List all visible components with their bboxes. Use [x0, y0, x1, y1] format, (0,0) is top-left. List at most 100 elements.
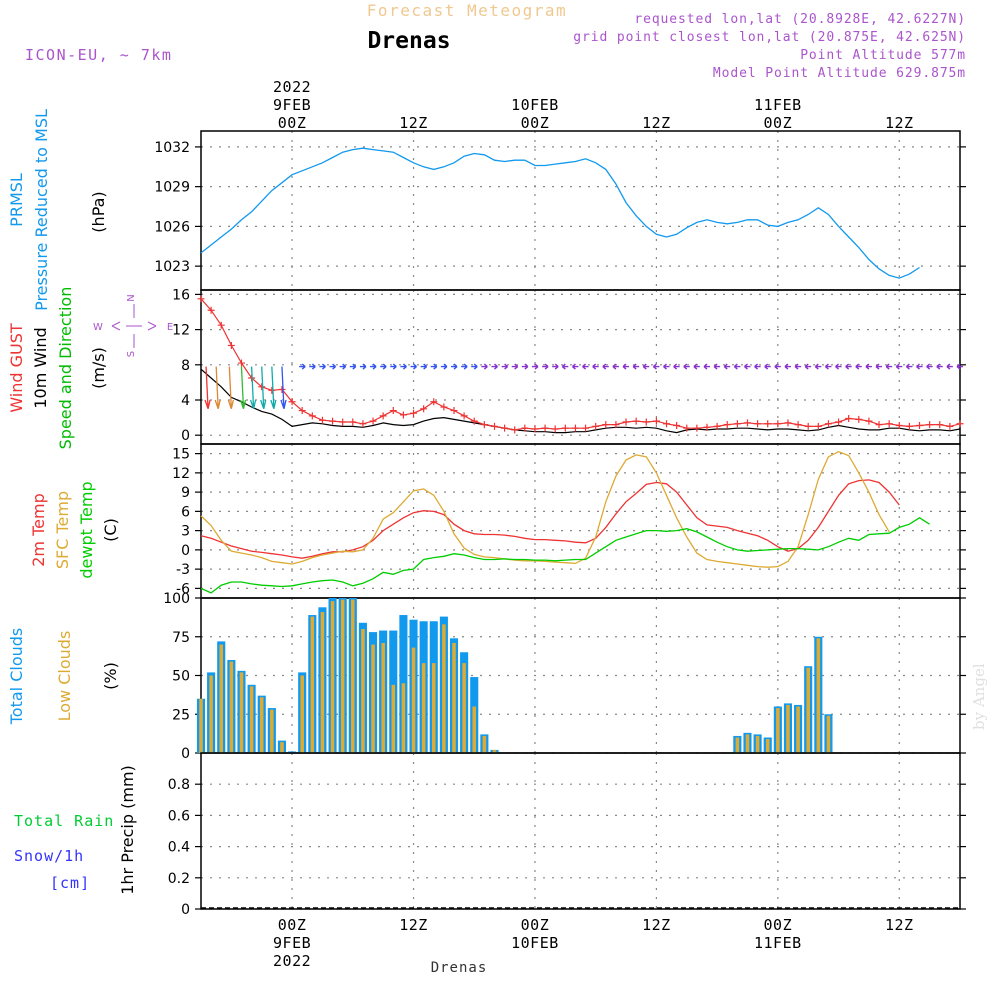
compass-s: S [126, 351, 137, 357]
gust-marker [420, 405, 428, 413]
low-clouds-bar [320, 611, 325, 753]
wind-direction-arrow [410, 363, 417, 370]
credit-watermark: by Angel [970, 663, 988, 730]
total-clouds-label: Total Clouds [7, 628, 26, 726]
ytick-label: 3 [181, 524, 190, 540]
wind-direction-arrow [511, 363, 519, 370]
gust-marker [308, 412, 316, 420]
ytick-label: 6 [181, 504, 190, 520]
wind-direction-arrow [905, 363, 913, 370]
wind-direction-arrow [561, 363, 569, 370]
low-clouds-bar [806, 667, 810, 753]
gust-marker [602, 421, 610, 429]
wind-gust-line [200, 298, 961, 431]
clouds-panel: 0 25 50 75 100 [163, 591, 966, 762]
bottom-date-label: 9FEB [273, 934, 311, 952]
model-point-altitude: Model Point Altitude 629.875m [713, 66, 966, 81]
low-clouds-bar [796, 706, 800, 753]
ytick-label: 12 [172, 323, 190, 339]
wind-speed-line [200, 368, 961, 434]
wind-direction-arrow [521, 363, 529, 370]
ytick-label: 1032 [154, 140, 190, 156]
product-title: Forecast Meteogram [367, 1, 567, 20]
ytick-label: 15 [172, 447, 190, 463]
ytick-label: 0 [181, 543, 190, 559]
gust-marker [379, 412, 387, 420]
wind-direction-arrow [754, 363, 761, 370]
low-clouds-bar [199, 698, 203, 753]
wind-direction-arrow [835, 363, 842, 370]
gust-marker [845, 414, 853, 422]
bottom-hour-label: 00Z [521, 916, 550, 934]
wind-speed-label: 10m Wind [31, 327, 50, 408]
ytick-label: 1029 [154, 180, 190, 196]
gust-marker [683, 424, 691, 432]
gust-marker [743, 419, 751, 427]
gust-marker [865, 417, 873, 425]
wind-direction-arrow [299, 363, 306, 370]
low-clouds-bar [401, 683, 406, 753]
wind-direction-arrow [956, 363, 963, 370]
gust-marker [410, 409, 418, 417]
gust-marker [663, 420, 671, 428]
low-clouds-bar [280, 742, 284, 753]
snow-unit-label: [cm] [50, 874, 90, 892]
gust-marker [855, 415, 863, 423]
low-clouds-bar [249, 686, 254, 753]
clouds-unit-label: (%) [101, 662, 120, 690]
wind-direction-arrow [895, 363, 903, 370]
low-clouds-label: Low Clouds [55, 631, 74, 722]
total-clouds-bar [288, 751, 297, 753]
gust-marker [490, 422, 498, 430]
ytick-label: 0.6 [168, 808, 190, 824]
gust-marker [531, 425, 539, 433]
wind-direction-arrow [683, 363, 690, 370]
rain-label: Total Rain [14, 812, 114, 830]
gust-marker [723, 421, 731, 429]
low-clouds-bar [381, 642, 385, 753]
ytick-label: 16 [172, 287, 190, 303]
gust-marker [501, 424, 509, 432]
gust-marker [946, 422, 954, 430]
ytick-label: 50 [172, 669, 190, 685]
wind-direction-arrow [764, 363, 771, 370]
temp-unit-label: (C) [101, 518, 120, 542]
ytick-label: 0 [181, 746, 190, 762]
gust-marker [764, 420, 772, 428]
low-clouds-bar [219, 644, 224, 753]
requested-coordinates: requested lon,lat (20.8928E, 42.6227N) [634, 12, 966, 27]
wind-direction-arrow [552, 363, 559, 370]
wind-direction-arrow [824, 363, 832, 370]
low-clouds-bar [765, 739, 770, 753]
gust-marker [875, 421, 883, 429]
ytick-label: 0 [181, 428, 190, 444]
wind-direction-arrow [946, 363, 953, 370]
gust-marker [754, 420, 762, 428]
low-clouds-bar [259, 697, 264, 753]
wind-direction-arrow [652, 363, 660, 370]
bottom-hour-label: 12Z [642, 916, 671, 934]
low-clouds-bar [229, 661, 234, 753]
wind-direction-arrow [214, 366, 221, 410]
compass-arrows [111, 304, 157, 348]
low-clouds-bar [300, 675, 304, 753]
gust-marker [349, 418, 357, 426]
low-clouds-bar [735, 737, 740, 753]
bottom-year-label: 2022 [273, 952, 311, 970]
compass-e: E [167, 322, 173, 333]
temp-2m-label: 2m Temp [29, 493, 48, 567]
low-clouds-bar [816, 638, 821, 753]
gust-marker [470, 417, 478, 425]
wind-direction-arrow [875, 363, 883, 370]
gust-marker [207, 306, 215, 314]
low-clouds-bar [340, 599, 345, 753]
wind-direction-arrow [380, 363, 387, 370]
compass-n: N [126, 294, 137, 301]
wind-direction-arrow [481, 363, 488, 370]
gust-marker [642, 418, 650, 426]
gust-marker [359, 420, 367, 428]
dewpt-label: dewpt Temp [77, 481, 96, 578]
gust-marker [329, 417, 337, 425]
low-clouds-bar [482, 735, 487, 753]
pressure-line [200, 147, 920, 279]
